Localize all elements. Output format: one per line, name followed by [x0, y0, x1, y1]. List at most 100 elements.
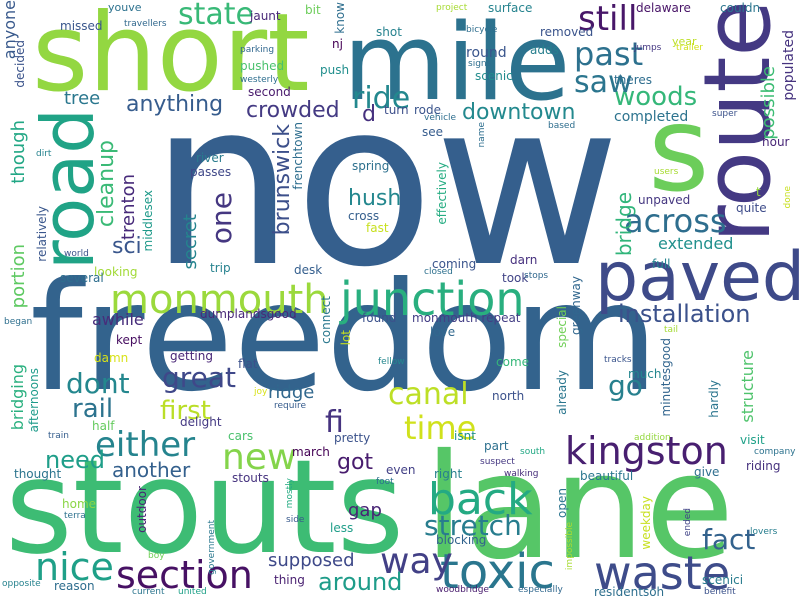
word-delaware: delaware	[636, 1, 691, 15]
word-canal: canal	[388, 377, 469, 412]
word-mile: mile	[343, 1, 571, 124]
word-home: home	[62, 497, 97, 511]
word-spring: spring	[352, 159, 390, 173]
word-thought: thought	[14, 467, 62, 481]
word-need: need	[45, 446, 105, 474]
word-right: right	[434, 467, 463, 481]
word-afternoons: afternoons	[27, 368, 41, 433]
word-trenton: trenton	[118, 174, 139, 241]
word-unpaved: unpaved	[638, 193, 691, 207]
word-greenway: greenway	[569, 276, 583, 335]
word-blocking: blocking	[436, 533, 487, 547]
word-bridging: bridging	[8, 364, 27, 431]
word-rail: rail	[72, 394, 114, 424]
word-state: state	[178, 0, 254, 32]
word-cleanup: cleanup	[94, 140, 119, 228]
word-way: way	[380, 541, 453, 582]
word-march: march	[292, 445, 330, 459]
word-mostly: mostly	[285, 478, 295, 509]
word-sci: sci	[112, 234, 142, 259]
word-kingston: kingston	[565, 429, 728, 473]
word-found: found	[362, 311, 397, 325]
word-supposed: supposed	[268, 550, 355, 571]
word-nj: nj	[332, 37, 343, 51]
word-done: done	[783, 186, 793, 209]
word-joy: joy	[254, 387, 268, 397]
word-south: south	[520, 447, 546, 457]
word-walking: walking	[504, 469, 539, 479]
word-fact: fact	[702, 523, 756, 556]
word-scenici: scenici	[702, 573, 744, 587]
word-looking: looking	[94, 265, 138, 279]
word-junction: junction	[340, 272, 525, 326]
word-removed: removed	[540, 25, 594, 39]
word-dirt: dirt	[36, 149, 52, 159]
word-river: river	[196, 151, 224, 165]
word-fi: fi	[325, 405, 344, 440]
word-love: love	[430, 325, 456, 339]
word-even: even	[386, 463, 416, 477]
word-anything: anything	[126, 92, 224, 117]
word-isnt: isnt	[454, 429, 476, 443]
word-great: great	[162, 361, 237, 394]
word-section: section	[116, 553, 253, 597]
word-visit: visit	[740, 433, 765, 447]
word-crowded: crowded	[246, 98, 340, 123]
word-freedom: freedom	[30, 251, 659, 425]
word-name: name	[477, 122, 487, 148]
word-require: require	[274, 401, 306, 411]
word-around: around	[318, 568, 403, 596]
word-tree: tree	[64, 88, 101, 109]
word-monmouth: monmouth	[110, 277, 329, 323]
word-new: new	[222, 437, 297, 478]
word-reason: reason	[54, 579, 95, 593]
word-go: go	[608, 369, 643, 402]
word-outdoor: outdoor	[135, 486, 149, 533]
word-stouts: stouts	[5, 431, 405, 583]
word-frenchtown: frenchtown	[291, 122, 305, 190]
word-know: know	[333, 2, 347, 34]
word-though: though	[8, 120, 29, 184]
word-addition: addition	[634, 433, 671, 443]
word-half: half	[92, 419, 115, 433]
word-minutesgood: minutesgood	[659, 338, 673, 417]
word-quite: quite	[736, 201, 767, 215]
word-still: still	[578, 0, 638, 39]
word-lot: lot	[339, 330, 353, 346]
word-lovers: lovers	[750, 527, 778, 537]
word-open: open	[555, 488, 569, 518]
word-now: now	[150, 51, 621, 317]
word-based: based	[548, 121, 576, 131]
word-another: another	[112, 458, 191, 482]
word-part: part	[484, 439, 509, 453]
word-time: time	[404, 409, 477, 447]
word-boy: boy	[148, 551, 165, 561]
word-secret: secret	[180, 214, 201, 270]
word-dont: dont	[66, 367, 130, 400]
word-world: world	[64, 249, 89, 259]
word-super: super	[712, 109, 738, 119]
word-stops: stops	[524, 271, 549, 281]
word-installation: installation	[618, 300, 751, 328]
word-dumplandsgood: dumplandsgood	[200, 307, 297, 321]
word-desk: desk	[294, 263, 323, 277]
word-rode: rode	[414, 103, 442, 117]
word-waste: waste	[594, 546, 731, 600]
word-terra: terra	[64, 511, 86, 521]
word-first: first	[160, 396, 211, 426]
word-back: back	[428, 474, 533, 525]
word-less: less	[330, 521, 354, 535]
word-awhile: awhile	[92, 310, 144, 329]
word-darn: darn	[510, 253, 538, 267]
word-either: either	[95, 425, 196, 465]
word-completed: completed	[614, 109, 689, 125]
word-already: already	[555, 370, 569, 415]
word-side: side	[286, 515, 305, 525]
word-train: train	[48, 431, 69, 441]
word-connect: connect	[319, 296, 333, 344]
word-across: across	[624, 202, 727, 240]
word-paved: paved	[595, 238, 800, 317]
word-nice: nice	[35, 545, 114, 589]
word-bridge: bridge	[612, 192, 636, 257]
word-second: second	[248, 85, 291, 99]
